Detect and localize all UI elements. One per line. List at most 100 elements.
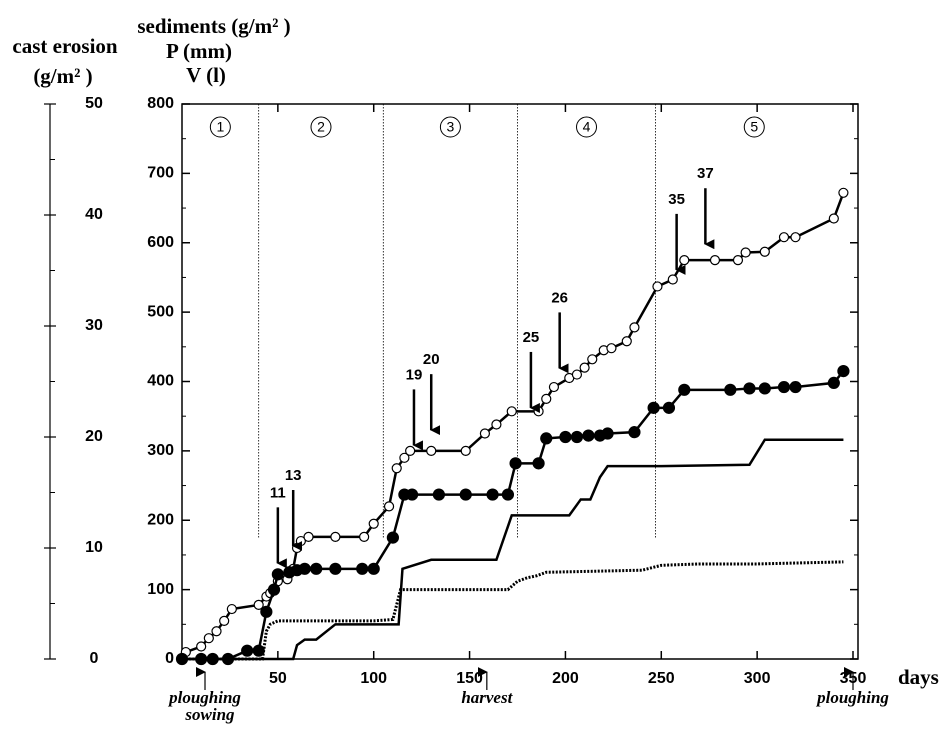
data-point (405, 488, 419, 501)
y2-tick-label: 50 (85, 95, 103, 112)
data-point (662, 401, 676, 414)
data-point (724, 383, 737, 396)
data-point (740, 247, 751, 258)
data-point (486, 488, 499, 501)
annotation-label: 25 (523, 329, 540, 346)
annotation-label: 35 (668, 191, 685, 208)
x-tick-label: 250 (648, 670, 675, 687)
annotation-label: 19 (406, 366, 423, 383)
y-tick-label: 800 (147, 95, 174, 112)
data-point (509, 457, 522, 470)
region-label: 2 (317, 119, 325, 135)
y-tick-label: 700 (147, 165, 174, 182)
data-point (211, 626, 222, 637)
x-tick-label: 300 (744, 670, 771, 687)
y2-tick-label: 10 (85, 539, 103, 556)
annotation-label: 37 (697, 165, 714, 182)
data-point (667, 274, 678, 285)
event-label: ploughing (167, 688, 241, 707)
data-point (383, 501, 395, 512)
data-point (559, 430, 572, 444)
data-point (759, 246, 770, 257)
data-point (790, 232, 801, 243)
data-point (838, 187, 849, 198)
y-tick-label: 100 (147, 581, 174, 598)
y-label: sediments (g/m² ) (137, 14, 290, 38)
data-point (743, 382, 756, 395)
data-point (532, 457, 545, 470)
x-tick-label: 50 (269, 670, 287, 687)
region-label: 1 (216, 119, 224, 135)
data-point (652, 281, 663, 292)
data-point (405, 445, 416, 456)
y2-tick-label: 0 (90, 650, 99, 667)
data-point (196, 641, 207, 652)
data-point (241, 644, 254, 657)
y-label: V (l) (186, 63, 226, 87)
data-point (570, 430, 584, 444)
data-point (303, 531, 314, 543)
data-point (386, 531, 399, 544)
data-point (533, 406, 544, 417)
data-point (491, 419, 502, 430)
data-point (777, 380, 791, 394)
x-tick-label: 200 (552, 670, 579, 687)
y-tick-label: 0 (165, 650, 174, 667)
x-tick-label: 150 (456, 670, 483, 687)
data-point (267, 583, 281, 596)
data-point (621, 336, 632, 347)
data-point (789, 380, 802, 394)
data-point (359, 531, 370, 543)
region-label: 4 (583, 119, 591, 135)
data-point (432, 488, 445, 501)
y-tick-label: 300 (147, 442, 174, 459)
data-point (460, 445, 471, 456)
data-point (837, 364, 850, 378)
y2-tick-label: 30 (85, 317, 103, 334)
annotation-label: 20 (423, 351, 440, 368)
event-label: harvest (461, 688, 513, 707)
y-tick-label: 600 (147, 234, 174, 251)
y-tick-label: 500 (147, 303, 174, 320)
event-label: sowing (184, 705, 235, 724)
data-point (582, 429, 595, 442)
y-tick-label: 400 (147, 373, 174, 390)
data-point (479, 428, 491, 439)
region-circle (576, 116, 598, 138)
series-line (182, 438, 844, 661)
region-label: 5 (750, 119, 758, 135)
data-point (399, 452, 410, 463)
data-point (679, 254, 690, 266)
data-point (391, 463, 402, 474)
data-point (601, 427, 614, 440)
y2-label: cast erosion (12, 34, 118, 58)
x-label: days (898, 665, 939, 689)
data-point (226, 603, 237, 615)
y2-label: (g/m² ) (33, 64, 92, 88)
data-point (260, 605, 273, 618)
region-circle (310, 116, 332, 138)
data-point (709, 254, 721, 266)
y2-tick-label: 20 (85, 428, 103, 445)
data-point (203, 633, 214, 644)
data-point (678, 383, 691, 396)
data-point (310, 562, 323, 575)
data-point (298, 562, 311, 575)
data-point (758, 382, 771, 395)
data-point (579, 362, 590, 373)
data-point (459, 488, 472, 501)
data-point (367, 562, 380, 575)
data-point (426, 445, 437, 456)
data-point (587, 354, 598, 365)
data-point (541, 393, 552, 404)
data-point (329, 562, 342, 575)
data-point (827, 376, 840, 389)
data-point (548, 381, 560, 393)
y-label: P (mm) (166, 39, 232, 63)
annotation-label: 26 (551, 289, 568, 306)
region-circle (743, 116, 765, 138)
data-point (628, 426, 641, 439)
data-point (501, 488, 515, 501)
y2-tick-label: 40 (85, 206, 103, 223)
